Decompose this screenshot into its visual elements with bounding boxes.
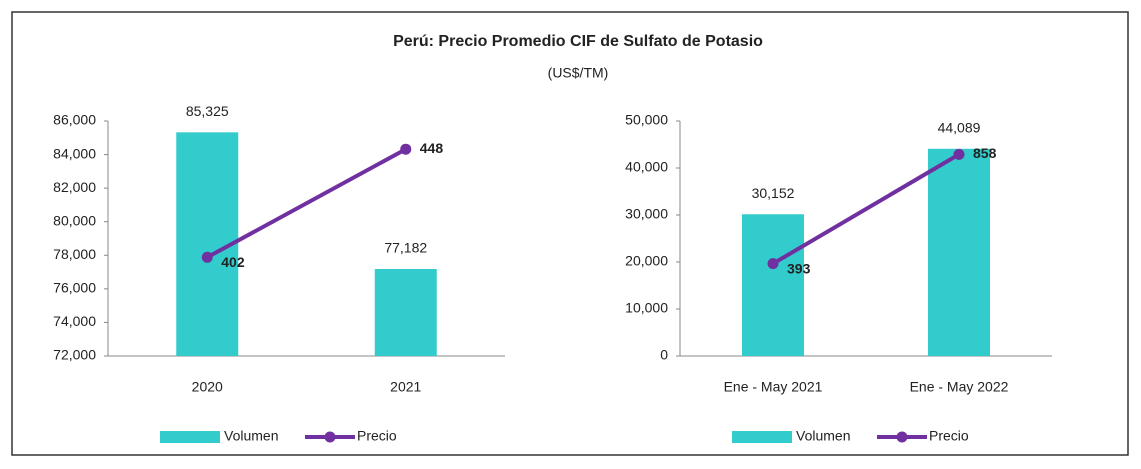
bar-value-label: 85,325: [186, 103, 229, 119]
bar-value-label: 77,182: [384, 240, 427, 256]
y-tick-label: 78,000: [53, 246, 96, 262]
y-tick-label: 30,000: [625, 206, 668, 222]
line-value-label: 448: [420, 140, 444, 156]
y-tick-label: 20,000: [625, 253, 668, 269]
y-tick-label: 80,000: [53, 212, 96, 228]
legend-label: Precio: [357, 428, 397, 444]
price-marker: [400, 143, 412, 155]
x-tick-label: 2021: [390, 379, 421, 395]
y-tick-label: 10,000: [625, 300, 668, 316]
y-tick-label: 50,000: [625, 112, 668, 128]
price-marker: [953, 148, 965, 160]
legend-swatch-marker: [896, 431, 908, 443]
chart-subtitle: (US$/TM): [548, 65, 609, 81]
price-line: [771, 152, 961, 266]
y-tick-label: 40,000: [625, 159, 668, 175]
y-tick-label: 72,000: [53, 347, 96, 363]
y-tick-label: 0: [660, 347, 668, 363]
line-value-label: 402: [221, 254, 245, 270]
bar-value-label: 30,152: [752, 185, 795, 201]
legend-swatch: [732, 431, 792, 443]
line-value-label: 393: [787, 260, 811, 276]
legend-label: Volumen: [224, 428, 278, 444]
x-tick-label: Ene - May 2022: [910, 379, 1009, 395]
price-line: [206, 147, 407, 260]
y-tick-label: 76,000: [53, 280, 96, 296]
legend-swatch: [160, 431, 220, 443]
legend-label: Volumen: [796, 428, 850, 444]
bar: [928, 148, 990, 356]
y-tick-label: 82,000: [53, 179, 96, 195]
x-tick-label: 2020: [192, 379, 223, 395]
legend-label: Precio: [929, 428, 969, 444]
price-marker: [201, 251, 213, 263]
x-tick-label: Ene - May 2021: [724, 379, 823, 395]
y-tick-label: 84,000: [53, 145, 96, 161]
price-marker: [767, 258, 779, 270]
y-tick-label: 86,000: [53, 112, 96, 128]
bar-value-label: 44,089: [938, 119, 981, 135]
bar: [374, 269, 437, 356]
y-tick-label: 74,000: [53, 313, 96, 329]
line-value-label: 858: [973, 145, 997, 161]
chart-title: Perú: Precio Promedio CIF de Sulfato de …: [393, 33, 763, 50]
legend-swatch-marker: [324, 431, 336, 443]
bar: [742, 214, 804, 356]
